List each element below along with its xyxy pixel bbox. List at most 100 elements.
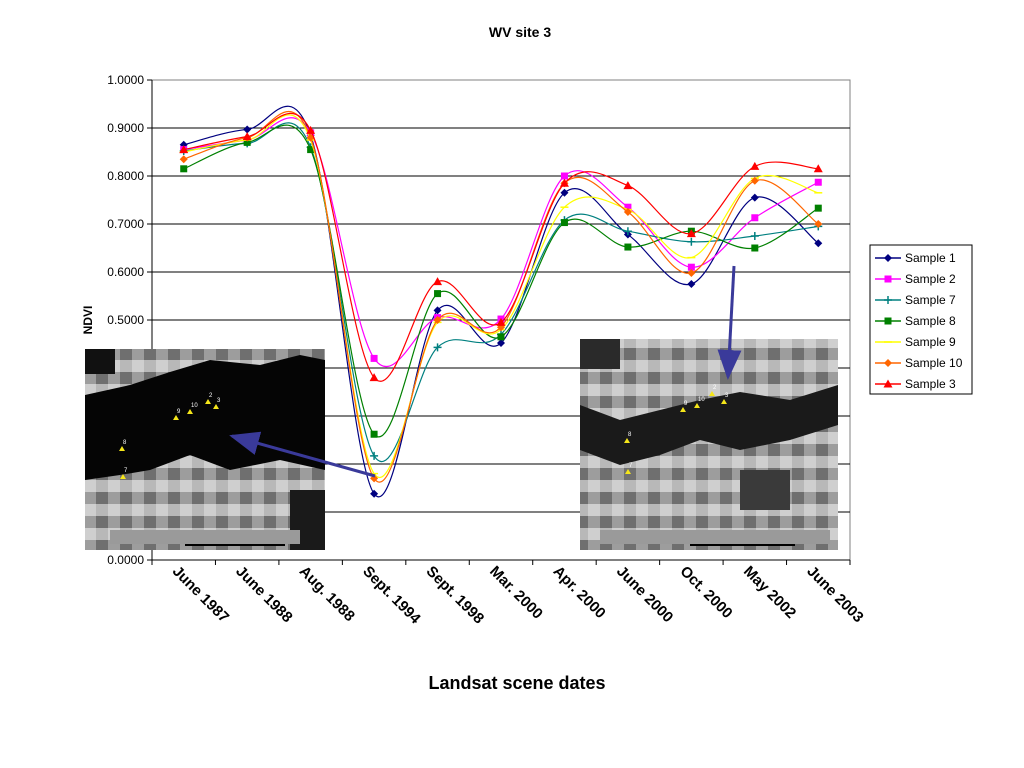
chart-title: WV site 3 (489, 24, 551, 40)
inset-sample-label: 10 (191, 403, 198, 409)
y-tick-label: 1.0000 (107, 73, 144, 87)
inset-sample-marker (624, 438, 630, 443)
data-point-sample-1 (370, 489, 379, 498)
data-point-sample-3 (179, 145, 189, 154)
data-point-sample-10 (623, 208, 632, 216)
data-point-sample-10 (687, 268, 696, 277)
inset-sample-label: 10 (698, 397, 705, 403)
inset-sample-label: 8 (123, 440, 127, 446)
data-point-sample-1 (814, 239, 823, 248)
legend-marker (884, 275, 892, 283)
legend-label: Sample 10 (905, 356, 963, 370)
legend-item-sample-2: Sample 2 (875, 272, 956, 286)
inset-left-sample-points: 32 9 10 8 7 (119, 393, 221, 479)
legend-label: Sample 2 (905, 272, 956, 286)
inset-sample-marker (625, 469, 631, 474)
inset-sample-label: 9 (684, 401, 688, 407)
data-point-sample-3 (306, 125, 316, 134)
data-point-sample-3 (559, 178, 569, 187)
data-point-sample-2 (751, 214, 759, 222)
inset-sample-label: 2 (713, 385, 717, 391)
data-point-sample-3 (813, 164, 823, 173)
inset-sample-marker (694, 403, 700, 408)
legend-marker (884, 296, 892, 304)
legend-label: Sample 8 (905, 314, 956, 328)
legend-item-sample-7: Sample 7 (875, 293, 956, 307)
inset-sample-label: 3 (217, 398, 221, 404)
data-point-sample-3 (369, 373, 379, 382)
inset-sample-marker (213, 404, 219, 409)
data-point-sample-7 (623, 227, 632, 236)
data-point-sample-8 (814, 204, 822, 212)
data-point-sample-1 (433, 306, 442, 315)
legend-label: Sample 1 (905, 251, 956, 265)
inset-sample-marker (709, 391, 715, 396)
data-point-sample-2 (814, 178, 822, 186)
x-tick-label: Sept. 1994 (359, 563, 424, 628)
series-group (179, 105, 823, 498)
data-point-sample-3 (686, 229, 696, 238)
legend-item-sample-10: Sample 10 (875, 356, 963, 370)
data-point-sample-10 (750, 176, 759, 185)
data-point-sample-7 (433, 343, 442, 352)
data-point-sample-1 (243, 125, 252, 134)
data-point-sample-2 (560, 172, 568, 180)
data-point-sample-1 (497, 339, 505, 348)
legend-item-sample-9: Sample 9 (875, 335, 956, 349)
inset-sample-marker (205, 399, 211, 404)
legend-marker (884, 359, 892, 367)
x-tick-label: Mar. 2000 (486, 563, 546, 623)
x-axis-label: Landsat scene dates (428, 673, 605, 693)
legend-marker (884, 254, 892, 262)
legend-label: Sample 7 (905, 293, 956, 307)
data-point-sample-10 (814, 220, 823, 228)
data-point-sample-3 (242, 132, 252, 141)
data-point-sample-3 (496, 317, 506, 326)
legend-item-sample-8: Sample 8 (875, 314, 956, 328)
inset-image-left: 32 9 10 8 7 (85, 349, 325, 550)
data-point-sample-2 (624, 203, 632, 211)
data-point-sample-8 (307, 146, 315, 154)
data-point-sample-8 (370, 430, 378, 438)
inset-sample-label: 7 (124, 468, 128, 474)
data-point-sample-8 (434, 290, 442, 298)
x-tick-label: June 1987 (169, 563, 232, 626)
legend-item-sample-1: Sample 1 (875, 251, 956, 265)
legend-label: Sample 3 (905, 377, 956, 391)
inset-sample-marker (120, 474, 126, 479)
data-point-sample-8 (624, 243, 632, 251)
data-point-sample-7 (687, 237, 696, 246)
data-point-sample-3 (750, 161, 760, 170)
data-point-sample-1 (687, 280, 696, 288)
inset-sample-label: 2 (209, 393, 213, 399)
arrow-to-right-inset (717, 265, 742, 380)
inset-sample-label: 8 (628, 432, 632, 438)
legend-label: Sample 9 (905, 335, 956, 349)
data-point-sample-10 (179, 155, 188, 164)
series-sample-3 (179, 113, 823, 382)
data-point-sample-8 (751, 244, 759, 252)
series-line-sample-3 (183, 113, 819, 382)
x-tick-label: Oct. 2000 (677, 563, 736, 622)
y-tick-label: 0.9000 (107, 121, 144, 135)
y-tick-label: 0.6000 (107, 265, 144, 279)
inset-sample-marker (680, 407, 686, 412)
data-point-sample-3 (433, 277, 443, 286)
data-point-sample-8 (180, 165, 188, 173)
x-tick-label: June 1988 (232, 563, 295, 626)
legend-marker (883, 379, 893, 388)
y-tick-label: 0.5000 (107, 313, 144, 327)
data-point-sample-3 (623, 181, 633, 190)
inset-sample-label: 9 (177, 409, 181, 415)
legend-marker (884, 317, 892, 325)
x-tick-label: June 2003 (803, 563, 866, 626)
x-tick-label: May 2002 (740, 563, 799, 622)
data-point-sample-7 (750, 232, 759, 240)
inset-sample-marker (119, 446, 125, 451)
y-tick-label: 0.7000 (107, 217, 144, 231)
x-tick-label: June 2000 (613, 563, 676, 626)
inset-sample-marker (721, 399, 727, 404)
y-axis-label: NDVI (81, 306, 95, 335)
x-tick-label: Aug. 1988 (296, 563, 358, 625)
